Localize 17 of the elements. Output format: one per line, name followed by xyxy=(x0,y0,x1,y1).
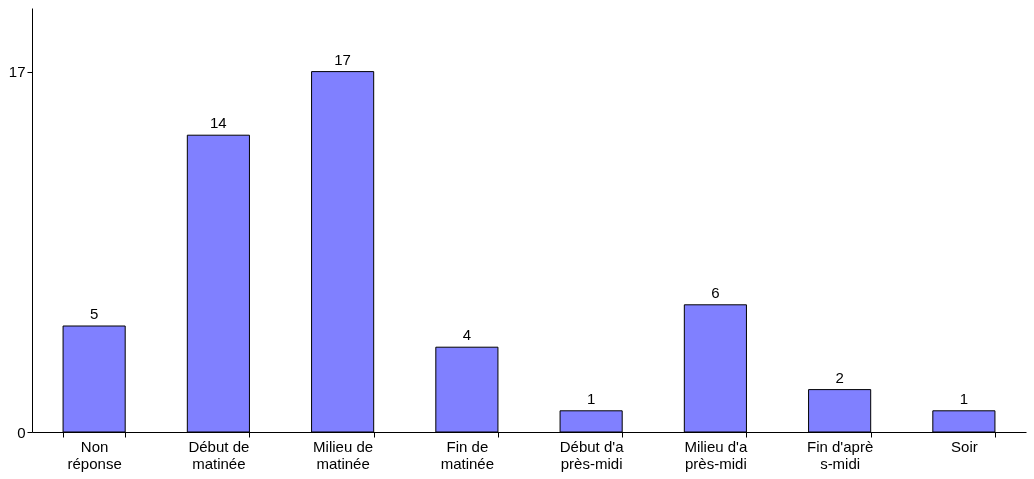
x-tick-label: Fin d'aprè s-midi xyxy=(807,437,874,472)
data-label: 6 xyxy=(711,283,720,301)
y-tick-label: 0 xyxy=(17,423,26,441)
data-label: 2 xyxy=(835,368,844,386)
data-label: 14 xyxy=(210,114,227,132)
x-tick-label: Soir xyxy=(951,437,978,455)
x-tick-label: Milieu d'a près-midi xyxy=(684,437,748,472)
x-tick-label: Fin de matinée xyxy=(440,437,495,472)
data-label: 17 xyxy=(334,50,351,68)
x-tick-label: Début d'a près-midi xyxy=(559,437,625,472)
data-label: 1 xyxy=(959,389,969,407)
x-tick-label: Milieu de matinée xyxy=(313,437,374,472)
x-tick-label: Non réponse xyxy=(67,437,122,472)
data-label: 1 xyxy=(586,389,596,407)
data-label: 5 xyxy=(89,305,99,322)
data-label: 4 xyxy=(462,326,472,344)
x-tick-label: Début de matinée xyxy=(188,437,250,472)
